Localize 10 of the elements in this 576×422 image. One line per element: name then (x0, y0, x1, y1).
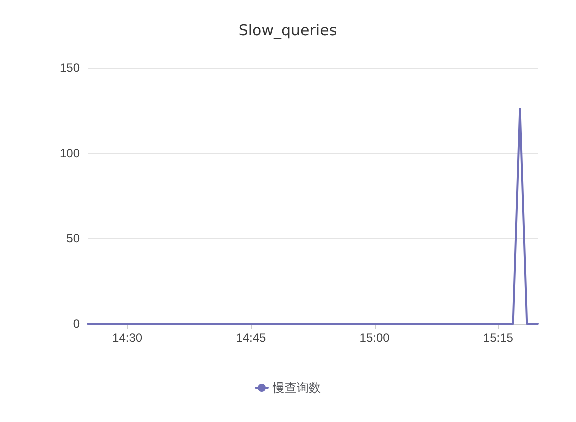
y-tick-label: 0 (73, 317, 80, 331)
y-tick-label: 50 (66, 232, 80, 246)
x-tick-label: 14:45 (236, 331, 267, 345)
y-tick-label: 100 (60, 146, 80, 160)
x-tick-label: 15:15 (483, 331, 514, 345)
y-tick-label: 150 (60, 61, 80, 75)
x-tick-label: 15:00 (360, 331, 390, 345)
chart-title: Slow_queries (238, 22, 338, 40)
x-tick-label: 14:30 (112, 331, 143, 345)
legend-label: 慢查询数 (272, 381, 321, 395)
